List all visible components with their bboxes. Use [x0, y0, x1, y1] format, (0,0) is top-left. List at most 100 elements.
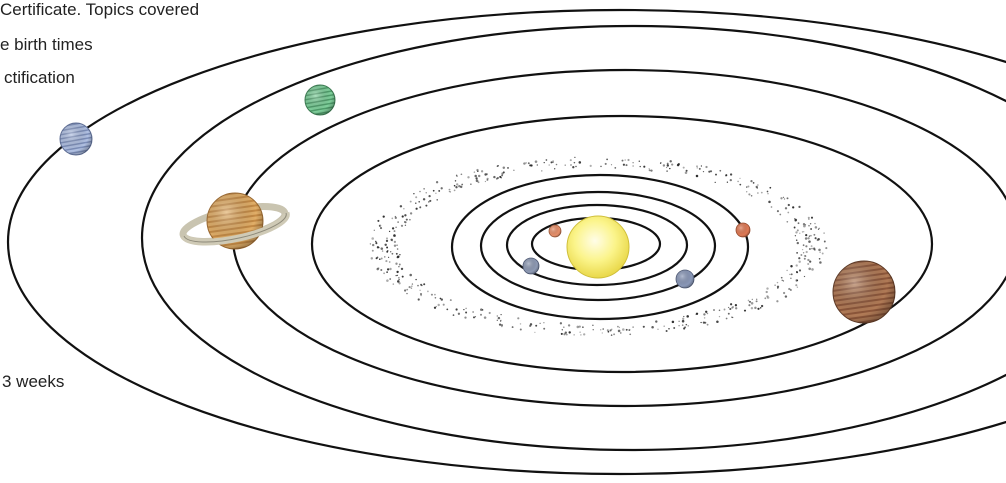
- asteroid-dot: [555, 163, 558, 166]
- asteroid-dot: [746, 186, 748, 188]
- orbit-lines: [7, 8, 1006, 476]
- asteroid-dot: [473, 171, 476, 173]
- asteroid-dot: [748, 304, 751, 307]
- asteroid-dot: [695, 312, 699, 315]
- asteroid-dot: [789, 273, 791, 276]
- asteroid-dot: [731, 306, 734, 309]
- earth-icon: [522, 257, 540, 275]
- asteroid-dot: [592, 324, 594, 326]
- asteroid-dot: [534, 160, 538, 163]
- mars-icon: [675, 269, 695, 289]
- asteroid-dot: [719, 169, 722, 172]
- asteroid-dot: [708, 170, 711, 173]
- asteroid-dot: [420, 294, 422, 297]
- asteroid-dot: [804, 224, 807, 226]
- asteroid-dot: [814, 222, 816, 225]
- asteroid-dot: [438, 189, 441, 192]
- asteroid-dot: [638, 160, 641, 163]
- asteroid-dot: [458, 185, 461, 188]
- asteroid-dot: [379, 227, 383, 230]
- asteroid-dot: [798, 260, 801, 264]
- asteroid-dot: [378, 225, 381, 227]
- asteroid-dot: [702, 170, 705, 173]
- asteroid-dot: [376, 267, 379, 271]
- asteroid-dot: [700, 165, 703, 167]
- asteroid-dot: [620, 332, 622, 334]
- asteroid-dot: [589, 164, 592, 167]
- asteroid-dot: [756, 298, 758, 300]
- asteroid-dot: [776, 300, 779, 303]
- asteroid-dot: [369, 243, 372, 245]
- asteroid-dot: [782, 280, 785, 282]
- asteroid-dot: [397, 280, 400, 283]
- text-fragment-line1: Certificate. Topics covered: [0, 0, 200, 19]
- asteroid-dot: [400, 224, 404, 227]
- asteroid-dot: [371, 237, 374, 240]
- asteroid-dot: [716, 320, 719, 323]
- asteroid-dot: [545, 159, 548, 161]
- asteroid-dot: [385, 237, 389, 240]
- asteroid-dot: [475, 179, 479, 182]
- asteroid-dot: [496, 315, 498, 317]
- asteroid-dot: [507, 166, 509, 169]
- asteroid-dot: [794, 218, 798, 221]
- asteroid-dot: [391, 252, 394, 255]
- asteroid-dot: [726, 181, 729, 183]
- asteroid-dot: [395, 274, 397, 277]
- asteroid-dot: [681, 319, 685, 323]
- asteroid-dot: [696, 167, 698, 169]
- asteroid-dot: [808, 224, 810, 227]
- asteroid-dot: [632, 165, 634, 167]
- asteroid-dot: [541, 170, 543, 172]
- asteroid-dot: [784, 207, 788, 210]
- asteroid-dot: [813, 247, 816, 250]
- asteroid-dot: [539, 322, 541, 324]
- asteroid-dot: [391, 240, 393, 242]
- asteroid-dot: [604, 162, 607, 165]
- asteroid-dot: [663, 325, 666, 328]
- asteroid-dot: [757, 184, 759, 186]
- asteroid-dot: [550, 161, 553, 164]
- asteroid-dot: [459, 185, 463, 189]
- asteroid-dot: [774, 284, 776, 286]
- asteroid-dot: [781, 279, 783, 281]
- asteroid-dot: [779, 213, 782, 216]
- asteroid-dot: [406, 292, 408, 295]
- asteroid-dot: [795, 264, 798, 267]
- asteroid-dot: [767, 193, 769, 195]
- asteroid-dot: [371, 249, 374, 252]
- orbit-mars: [450, 173, 750, 321]
- asteroid-dot: [807, 237, 810, 240]
- asteroid-dot: [398, 278, 400, 281]
- asteroid-dot: [782, 196, 785, 199]
- asteroid-dot: [696, 165, 698, 167]
- asteroid-dot: [823, 240, 826, 243]
- asteroid-dot: [725, 317, 728, 320]
- asteroid-dot: [442, 303, 445, 306]
- asteroid-dot: [390, 238, 393, 242]
- asteroid-dot: [385, 260, 388, 263]
- asteroid-dot: [796, 252, 798, 254]
- asteroid-dot: [497, 316, 501, 320]
- asteroid-dot: [400, 267, 404, 271]
- asteroid-dot: [488, 311, 491, 315]
- asteroid-dot: [780, 276, 783, 279]
- asteroid-dot: [802, 244, 805, 247]
- asteroid-dot: [787, 211, 790, 214]
- asteroid-dot: [665, 166, 668, 169]
- asteroid-dot: [376, 256, 379, 259]
- asteroid-dot: [622, 163, 625, 166]
- asteroid-dot: [750, 307, 754, 310]
- asteroid-dot: [455, 174, 458, 176]
- asteroid-dot: [810, 234, 812, 237]
- orbit-uranus: [141, 24, 1006, 452]
- asteroid-dot: [687, 325, 689, 327]
- asteroid-dot: [474, 174, 477, 178]
- asteroid-dot: [433, 306, 437, 309]
- asteroid-dot: [678, 324, 680, 327]
- asteroid-dot: [501, 325, 503, 328]
- asteroid-dot: [386, 268, 390, 271]
- asteroid-dot: [617, 325, 619, 328]
- asteroid-dot: [405, 218, 408, 221]
- asteroid-dot: [578, 325, 581, 328]
